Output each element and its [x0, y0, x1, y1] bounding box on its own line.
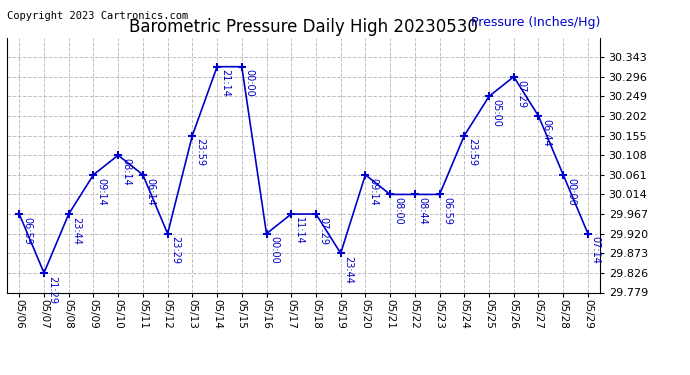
Text: Pressure (Inches/Hg): Pressure (Inches/Hg) [471, 16, 600, 28]
Text: 11:14: 11:14 [294, 217, 304, 244]
Text: 21:29: 21:29 [47, 276, 57, 304]
Text: 00:00: 00:00 [244, 69, 255, 97]
Text: 05:00: 05:00 [492, 99, 502, 127]
Text: 07:14: 07:14 [591, 236, 601, 264]
Text: Copyright 2023 Cartronics.com: Copyright 2023 Cartronics.com [7, 11, 188, 21]
Text: 07:29: 07:29 [517, 80, 526, 108]
Text: 21:14: 21:14 [220, 69, 230, 98]
Text: 08:14: 08:14 [121, 158, 131, 186]
Text: 09:14: 09:14 [96, 178, 106, 206]
Text: 06:14: 06:14 [146, 178, 156, 206]
Text: 23:44: 23:44 [72, 217, 81, 245]
Text: 06:44: 06:44 [541, 119, 551, 147]
Text: 09:14: 09:14 [368, 178, 378, 206]
Text: 23:29: 23:29 [170, 236, 180, 264]
Text: 00:00: 00:00 [566, 178, 576, 206]
Text: 23:44: 23:44 [344, 256, 353, 284]
Title: Barometric Pressure Daily High 20230530: Barometric Pressure Daily High 20230530 [129, 18, 478, 36]
Text: 07:29: 07:29 [319, 217, 328, 245]
Text: 08:44: 08:44 [417, 197, 428, 225]
Text: 23:59: 23:59 [467, 138, 477, 166]
Text: 00:00: 00:00 [269, 236, 279, 264]
Text: 08:00: 08:00 [393, 197, 403, 225]
Text: 06:59: 06:59 [442, 197, 453, 225]
Text: 23:59: 23:59 [195, 138, 205, 166]
Text: 06:59: 06:59 [22, 217, 32, 245]
